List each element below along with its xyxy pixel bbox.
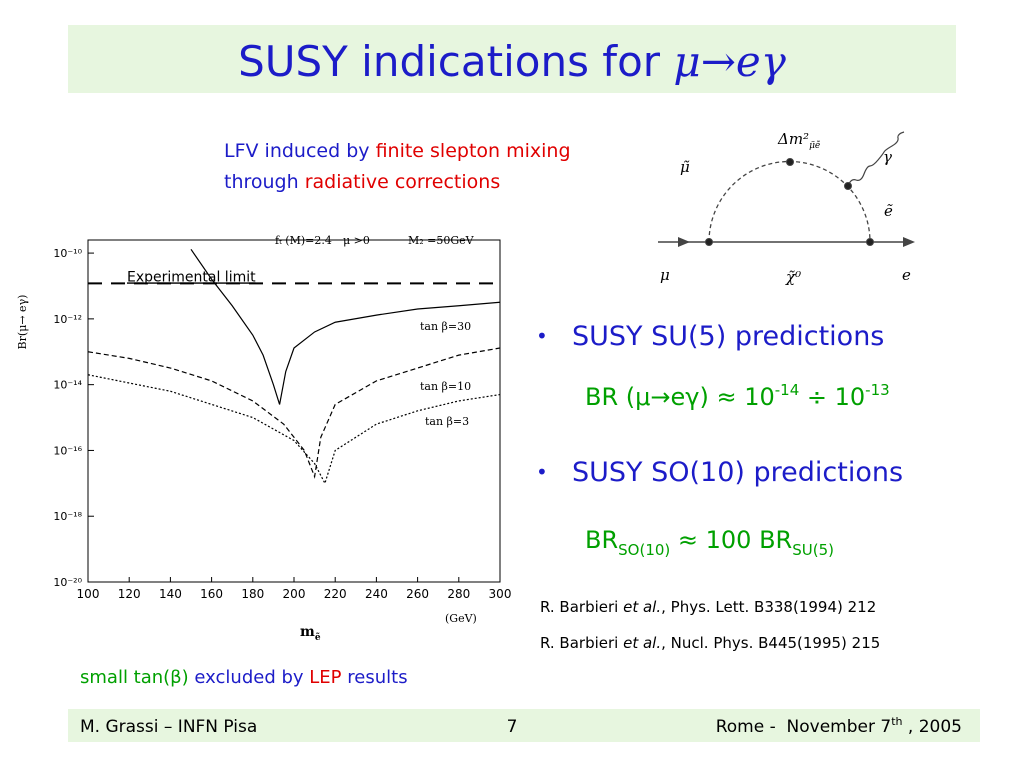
diagram-label: e — [902, 266, 911, 284]
arrow — [678, 237, 690, 247]
series-label: tan β=10 — [420, 380, 471, 393]
ref-part: , Phys. Lett. B338(1994) 212 — [661, 598, 876, 616]
x-tick-label: 300 — [489, 587, 512, 601]
diagram-label: μ̃ — [680, 158, 690, 176]
x-label-sub: ẽ — [315, 632, 321, 643]
diagram-labels: μ̃ Δm²μ̃ẽ γ ẽ μ χ̃⁰ e — [660, 130, 911, 286]
intro-text: through — [224, 171, 305, 193]
bullet-text: SUSY SU(5) predictions — [572, 321, 884, 352]
chart-annotation: fₜ (M)=2.4 — [275, 234, 332, 247]
formula-part: ≈ 100 BR — [670, 526, 792, 554]
footer-box — [68, 709, 980, 742]
x-tick-label: 120 — [118, 587, 141, 601]
x-tick-label: 240 — [365, 587, 388, 601]
bullet: • — [536, 324, 548, 348]
diagram-label: μ̃ẽ — [809, 140, 821, 151]
diagram-label: γ — [883, 148, 892, 166]
formula: BRSO(10) ≈ 100 BRSU(5) — [585, 526, 834, 559]
y-tick-label: 10⁻¹⁰ — [53, 247, 82, 260]
x-axis-unit: (GeV) — [445, 612, 477, 625]
note-part: LEP — [309, 667, 341, 688]
y-tick-label: 10⁻¹⁶ — [53, 444, 82, 457]
title: SUSY indications for μ→eγ — [238, 37, 787, 86]
vertex — [705, 238, 713, 246]
series-label: tan β=30 — [420, 320, 471, 333]
formula-part: BR (μ→eγ) ≈ 10 — [585, 383, 775, 411]
diagram-label: μ — [660, 266, 670, 284]
footer-right: Rome - November 7th , 2005 — [716, 715, 962, 737]
ref-part: et al. — [623, 634, 661, 652]
diagram-label: ẽ — [884, 202, 893, 220]
series-line — [88, 374, 500, 485]
chart-annotation: M₂ =50GeV — [408, 234, 475, 247]
slepton-loop — [708, 160, 871, 243]
intro-highlight: finite slepton mixing — [376, 140, 571, 162]
y-tick-label: 10⁻²⁰ — [53, 576, 82, 589]
x-tick-label: 160 — [200, 587, 223, 601]
vertex — [844, 182, 852, 190]
note-part: excluded by — [194, 667, 309, 688]
title-text: SUSY indications for — [238, 37, 673, 86]
intro-line: LFV induced by finite slepton mixing — [224, 140, 571, 162]
photon — [847, 131, 905, 187]
x-tick-label: 180 — [241, 587, 264, 601]
series-line — [88, 347, 500, 479]
footer-part: , 2005 — [903, 717, 962, 737]
diagram-label: Δm² — [777, 130, 809, 148]
x-tick-label: 200 — [283, 587, 306, 601]
intro-text: LFV induced by — [224, 140, 376, 162]
arrow — [903, 237, 915, 247]
x-axis-label: mẽ — [300, 624, 321, 643]
experimental-limit-label: Experimental limit — [127, 269, 256, 285]
note-part: small tan(β) — [80, 667, 194, 688]
intro-highlight: radiative corrections — [305, 171, 501, 193]
x-tick-label: 260 — [406, 587, 429, 601]
diagram-label: Δm²μ̃ẽ — [777, 130, 821, 151]
footer-page: 7 — [507, 717, 518, 737]
ref-part: , Nucl. Phys. B445(1995) 215 — [661, 634, 880, 652]
footer-part: Rome - November 7 — [716, 717, 891, 737]
y-axis-label: Br(μ→ eγ) — [16, 295, 29, 350]
series-line — [190, 249, 500, 405]
x-label-main: m — [300, 624, 315, 640]
formula-part: ÷ 10 — [799, 383, 865, 411]
chart-annotation: μ >0 — [343, 234, 370, 247]
vertex — [786, 158, 794, 166]
bullet: • — [536, 460, 548, 484]
y-tick-label: 10⁻¹⁴ — [53, 379, 82, 392]
title-formula: μ→eγ — [673, 37, 786, 86]
ref-part: et al. — [623, 598, 661, 616]
y-tick-label: 10⁻¹² — [53, 313, 82, 326]
feynman-diagram — [658, 131, 915, 247]
ref-part: R. Barbieri — [540, 634, 623, 652]
plot-frame — [87, 239, 501, 583]
formula: BR (μ→eγ) ≈ 10-14 ÷ 10-13 — [585, 381, 890, 411]
footer-left: M. Grassi – INFN Pisa — [80, 717, 257, 737]
note: small tan(β) excluded by LEP results — [80, 667, 408, 688]
x-tick-label: 280 — [447, 587, 470, 601]
x-tick-label: 100 — [77, 587, 100, 601]
formula-sup: -13 — [865, 381, 890, 399]
formula-part: BR — [585, 526, 618, 554]
reference: R. Barbieri et al., Nucl. Phys. B445(199… — [540, 634, 880, 652]
vertex — [866, 238, 874, 246]
reference: R. Barbieri et al., Phys. Lett. B338(199… — [540, 598, 876, 616]
title-box — [68, 25, 956, 93]
chart: fₜ (M)=2.4 μ >0 M₂ =50GeV Br(μ→ eγ) mẽ (… — [16, 234, 511, 643]
formula-sup: -14 — [775, 381, 800, 399]
x-tick-label: 220 — [324, 587, 347, 601]
series-label: tan β=3 — [425, 415, 469, 428]
formula-sub: SO(10) — [618, 541, 670, 559]
formula-sub: SU(5) — [792, 541, 834, 559]
intro-line: through radiative corrections — [224, 171, 500, 193]
plot-area — [88, 249, 500, 485]
note-part: results — [342, 667, 408, 688]
y-tick-label: 10⁻¹⁸ — [53, 510, 82, 523]
x-tick-label: 140 — [159, 587, 182, 601]
bullet-text: SUSY SO(10) predictions — [572, 457, 903, 488]
ref-part: R. Barbieri — [540, 598, 623, 616]
footer-sup: th — [891, 715, 902, 728]
diagram-label: χ̃⁰ — [785, 268, 801, 286]
